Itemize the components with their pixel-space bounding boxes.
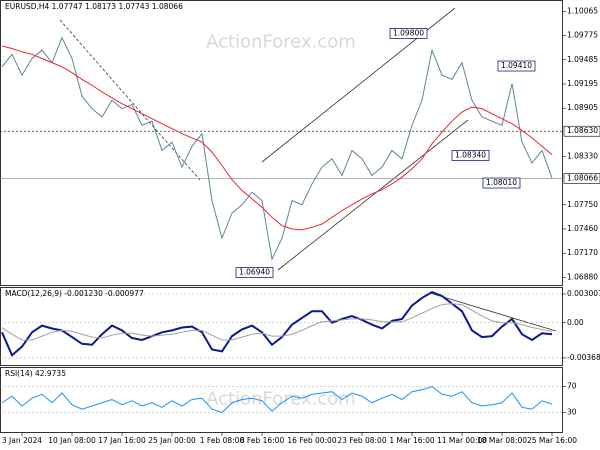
y-tick-label: -0.003684: [567, 353, 600, 362]
series-line: [1, 45, 553, 231]
level-box: [563, 125, 600, 137]
series-line: [1, 303, 553, 341]
y-tick-label: 1.10065: [567, 6, 598, 15]
y-tick-label: 1.07750: [567, 200, 598, 209]
x-tick-label: 10 Jan 08:00: [48, 436, 96, 445]
y-tick-label: 1.09195: [567, 79, 598, 88]
price-annotation-box: [451, 150, 490, 161]
panel-frame: [0, 287, 563, 366]
panel-frame: [0, 0, 563, 286]
x-tick-label: 25 Mar 16:00: [527, 436, 577, 445]
x-tick-label: 23 Feb 08:00: [337, 436, 386, 445]
current-price-box: [563, 173, 600, 184]
y-tick-label: 1.08905: [567, 103, 598, 112]
series-line: [1, 291, 553, 357]
x-tick-label: 17 Jan 16:00: [98, 436, 146, 445]
y-tick-label: 1.06880: [567, 272, 598, 281]
x-tick-label: 11 Mar 00:00: [437, 436, 487, 445]
macd-trendline: [429, 292, 557, 332]
channel-lower: [277, 119, 469, 271]
price-annotation-box: [482, 177, 521, 189]
y-tick-label: 1.09775: [567, 31, 598, 40]
y-tick-label: 1.08330: [567, 151, 598, 160]
panel-frame: [0, 367, 563, 433]
panel-title: MACD(12,26,9) -0.001230 -0.000977: [5, 289, 144, 298]
price-annotation-box: [497, 60, 536, 72]
y-tick-label: 0.003007: [567, 289, 600, 298]
x-tick-label: 1 Mar 16:00: [389, 436, 435, 445]
x-tick-label: 8 Feb 16:00: [240, 436, 285, 445]
price-annotation: 1.08340: [455, 150, 486, 159]
y-tick-label: 0.00: [567, 318, 584, 327]
panel-title: RSI(14) 42.9735: [5, 369, 66, 378]
panel-title: EURUSD,H4 1.07747 1.08173 1.07743 1.0806…: [5, 2, 183, 11]
price-annotation-box: [389, 28, 428, 39]
current-price-label: 1.08066: [567, 173, 598, 182]
series-line: [1, 36, 553, 261]
y-tick-label: 1.07170: [567, 248, 598, 257]
price-annotation: 1.09410: [501, 61, 532, 70]
y-tick-label: 1.09485: [567, 55, 598, 64]
x-tick-label: 16 Feb 00:00: [287, 436, 336, 445]
x-tick-label: 3 Jan 2024: [2, 436, 42, 445]
price-annotation-box: [235, 267, 274, 278]
y-tick-label: 70: [567, 382, 577, 391]
price-annotation: 1.09800: [393, 28, 424, 37]
level-label: 1.08630: [567, 126, 598, 135]
x-tick-label: 1 Feb 08:00: [200, 436, 245, 445]
watermark: ActionForex.com: [206, 32, 356, 53]
x-tick-label: 18 Mar 08:00: [477, 436, 527, 445]
x-tick-label: 25 Jan 00:00: [148, 436, 196, 445]
price-annotation: 1.06940: [239, 267, 270, 276]
y-tick-label: 30: [567, 408, 577, 417]
series-line: [1, 385, 553, 414]
price-annotation: 1.08010: [486, 178, 517, 187]
y-tick-label: 1.07460: [567, 224, 598, 233]
